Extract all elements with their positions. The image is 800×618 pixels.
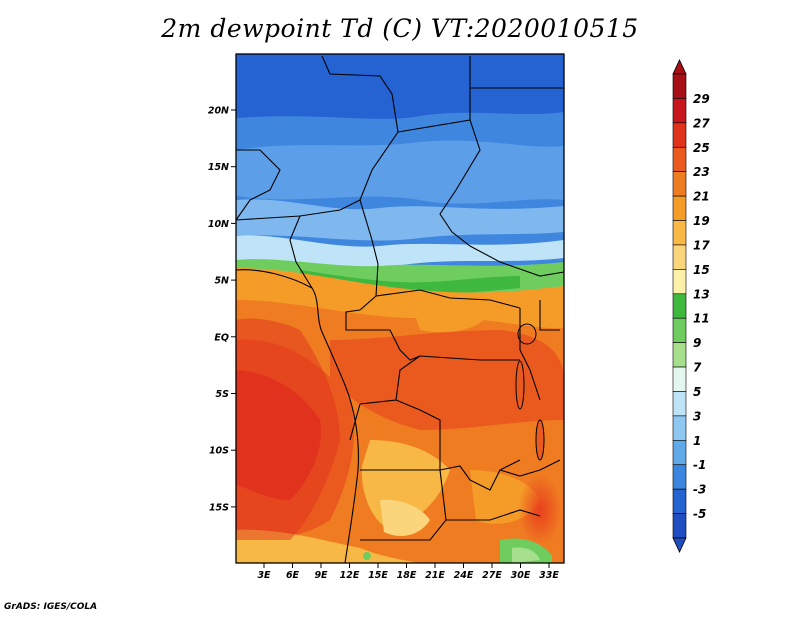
lon-tick-label: 9E xyxy=(314,570,328,581)
legend-swatch xyxy=(672,195,687,221)
legend-swatch xyxy=(672,415,687,441)
lon-tick-label: 27E xyxy=(482,570,502,581)
lon-tick-label: 33E xyxy=(539,570,559,581)
legend-level-label: -3 xyxy=(693,483,706,497)
legend-swatch xyxy=(672,73,687,99)
legend-bottom-arrow xyxy=(672,537,687,553)
map-panel xyxy=(236,54,564,563)
lat-tick-label: 20N xyxy=(208,106,229,117)
color-legend: 29 27 25 23 21 19 17 15 13 11 9 7 5 3 1 -1 -3 -5 xyxy=(672,59,710,553)
lon-tick-label: 12E xyxy=(340,570,360,581)
legend-swatch xyxy=(672,244,687,270)
legend-swatch xyxy=(672,98,687,124)
legend-level-label: 7 xyxy=(693,361,702,375)
legend-swatch xyxy=(672,513,687,539)
legend-level-label: 5 xyxy=(693,385,701,399)
legend-swatch xyxy=(672,488,687,514)
lon-tick-label: 6E xyxy=(286,570,300,581)
legend-swatch xyxy=(672,220,687,246)
legend-top-arrow xyxy=(672,59,687,75)
longitude-axis: 3E 6E 9E 12E 15E 18E 21E 24E 27E 30E 33E xyxy=(257,563,559,581)
lon-tick-label: 30E xyxy=(511,570,531,581)
map-frame xyxy=(235,53,565,564)
legend-level-label: 13 xyxy=(693,287,710,301)
legend-level-label: 25 xyxy=(693,141,710,155)
legend-level-label: 17 xyxy=(693,238,710,252)
legend-swatch xyxy=(672,440,687,466)
legend-level-label: 27 xyxy=(693,116,710,130)
lat-tick-label: 10S xyxy=(209,446,229,457)
legend-level-label: 23 xyxy=(693,165,710,179)
lat-tick-label: 15S xyxy=(209,502,229,513)
legend-level-label: 3 xyxy=(693,409,701,423)
legend-swatch xyxy=(672,269,687,295)
lon-tick-label: 15E xyxy=(368,570,388,581)
lon-tick-label: 24E xyxy=(454,570,474,581)
legend-level-label: 11 xyxy=(693,312,710,326)
legend-swatch xyxy=(672,146,687,172)
legend-swatch xyxy=(672,171,687,197)
lat-tick-label: 15N xyxy=(208,162,229,173)
legend-swatch xyxy=(672,342,687,368)
lat-tick-label: 5S xyxy=(216,389,230,400)
legend-swatch xyxy=(672,293,687,319)
legend-level-label: 19 xyxy=(693,214,710,228)
legend-swatch xyxy=(672,391,687,417)
lat-tick-label: EQ xyxy=(214,332,229,343)
legend-swatch xyxy=(672,317,687,343)
lon-tick-label: 18E xyxy=(397,570,417,581)
legend-level-label: 15 xyxy=(693,263,710,277)
grads-credit: GrADS: IGES/COLA xyxy=(4,602,98,612)
lat-tick-label: 10N xyxy=(208,219,229,230)
latitude-axis: 20N 15N 10N 5N EQ 5S 10S 15S xyxy=(208,106,236,513)
legend-level-label: 21 xyxy=(693,190,710,204)
legend-level-label: 9 xyxy=(693,336,701,350)
legend-level-label: -1 xyxy=(693,458,706,472)
legend-swatch xyxy=(672,366,687,392)
legend-swatch xyxy=(672,464,687,490)
map-title: 2m dewpoint Td (C) VT:2020010515 xyxy=(161,14,639,43)
lat-tick-label: 5N xyxy=(214,276,229,287)
lon-tick-label: 3E xyxy=(257,570,271,581)
legend-level-label: 29 xyxy=(693,92,710,106)
legend-swatch xyxy=(672,122,687,148)
lon-tick-label: 21E xyxy=(425,570,445,581)
legend-level-label: -5 xyxy=(693,507,706,521)
legend-level-label: 1 xyxy=(693,434,701,448)
